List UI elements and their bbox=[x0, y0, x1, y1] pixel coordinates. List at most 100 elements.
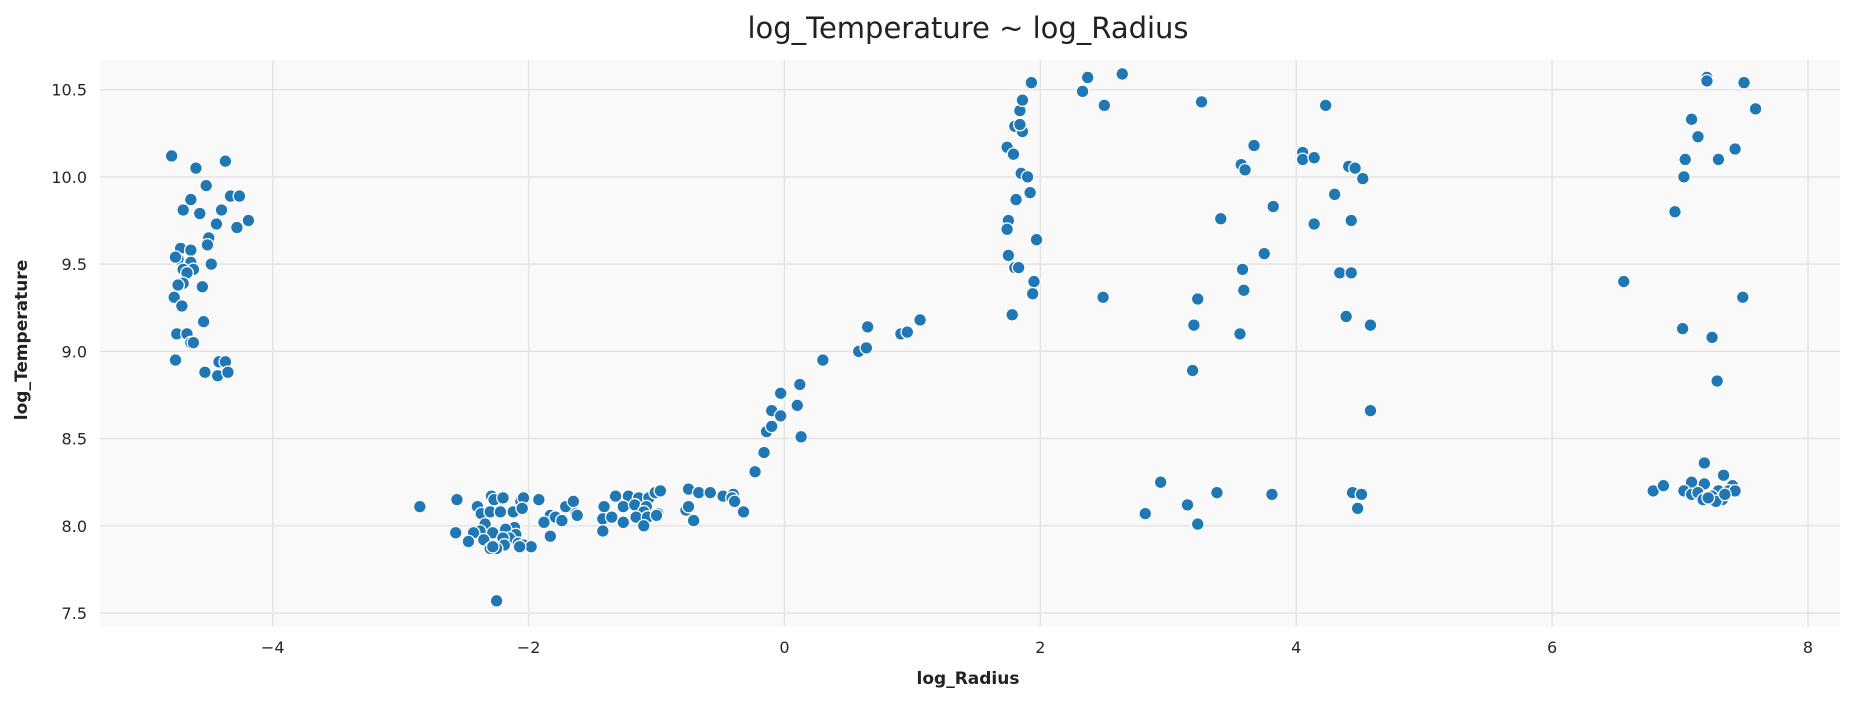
data-point bbox=[197, 365, 212, 380]
x-tick-label: 2 bbox=[1035, 638, 1045, 657]
data-point bbox=[595, 524, 610, 538]
x-tick-label: −4 bbox=[261, 638, 285, 657]
data-point bbox=[1097, 98, 1112, 113]
data-point bbox=[485, 539, 500, 554]
data-point bbox=[1236, 283, 1251, 298]
data-point bbox=[1363, 318, 1378, 333]
data-point bbox=[214, 203, 229, 217]
data-point bbox=[493, 504, 508, 519]
data-point bbox=[1716, 468, 1731, 483]
data-point bbox=[1096, 290, 1111, 305]
data-points bbox=[164, 67, 1763, 608]
y-tick-labels: 7.5 8.0 8.5 9.0 9.5 10.0 10.5 bbox=[51, 81, 87, 623]
data-point bbox=[566, 494, 581, 509]
data-point bbox=[1348, 161, 1363, 176]
data-point bbox=[1295, 152, 1310, 167]
data-point bbox=[653, 483, 668, 498]
data-point bbox=[1257, 246, 1272, 261]
data-point bbox=[1235, 262, 1250, 277]
data-point bbox=[604, 510, 619, 525]
data-point bbox=[496, 490, 510, 505]
data-point bbox=[1344, 213, 1359, 228]
data-point bbox=[167, 290, 182, 305]
data-point bbox=[164, 149, 179, 163]
data-point bbox=[1185, 363, 1200, 378]
x-tick-label: 8 bbox=[1803, 638, 1813, 657]
data-point bbox=[1363, 403, 1378, 418]
data-point bbox=[1318, 98, 1333, 113]
data-point bbox=[1006, 147, 1021, 162]
data-point bbox=[1711, 152, 1726, 167]
data-point bbox=[1339, 309, 1354, 324]
data-point bbox=[1705, 330, 1720, 345]
data-point bbox=[1213, 211, 1228, 226]
data-point bbox=[1009, 192, 1024, 207]
data-point bbox=[232, 189, 247, 204]
data-point bbox=[1138, 506, 1153, 521]
data-point bbox=[461, 534, 476, 549]
data-point bbox=[1190, 517, 1205, 532]
data-point bbox=[1344, 265, 1359, 280]
data-point bbox=[200, 237, 215, 252]
data-point bbox=[773, 386, 788, 401]
data-point bbox=[1190, 292, 1205, 306]
data-point bbox=[1710, 374, 1725, 388]
data-point bbox=[1153, 475, 1168, 490]
data-point bbox=[757, 445, 771, 460]
data-point bbox=[1668, 204, 1682, 219]
data-point bbox=[220, 365, 235, 380]
grid-lines bbox=[100, 60, 1840, 627]
data-point bbox=[1000, 222, 1015, 237]
data-point bbox=[1015, 93, 1030, 108]
data-point bbox=[1676, 169, 1691, 184]
data-point bbox=[186, 335, 201, 350]
data-point bbox=[174, 299, 189, 313]
data-point bbox=[241, 213, 256, 228]
data-point bbox=[1024, 75, 1039, 90]
data-point bbox=[1735, 290, 1750, 305]
data-point bbox=[1233, 326, 1247, 341]
x-tick-label: 0 bbox=[779, 638, 789, 657]
data-point bbox=[792, 377, 807, 392]
data-point bbox=[199, 178, 214, 193]
x-tick-label: 6 bbox=[1547, 638, 1557, 657]
data-point bbox=[691, 485, 706, 500]
data-point bbox=[815, 353, 830, 368]
data-point bbox=[1717, 487, 1732, 502]
data-point bbox=[764, 419, 779, 434]
data-point bbox=[1355, 171, 1370, 186]
data-point bbox=[543, 529, 558, 544]
data-point bbox=[489, 593, 504, 608]
data-point bbox=[1701, 490, 1716, 505]
data-point bbox=[1691, 129, 1705, 144]
data-point bbox=[412, 499, 427, 514]
data-point bbox=[171, 278, 185, 293]
data-point bbox=[448, 525, 463, 540]
y-tick-label: 8.5 bbox=[62, 430, 87, 449]
data-point bbox=[900, 325, 915, 340]
data-point bbox=[554, 513, 569, 528]
data-point bbox=[1001, 248, 1016, 263]
y-tick-label: 8.0 bbox=[62, 517, 87, 536]
data-point bbox=[1678, 152, 1693, 167]
data-point bbox=[1115, 67, 1130, 81]
data-point bbox=[183, 243, 198, 258]
data-point bbox=[192, 206, 207, 221]
y-tick-label: 7.5 bbox=[62, 604, 87, 623]
data-point bbox=[1684, 112, 1699, 127]
data-point bbox=[859, 340, 874, 355]
data-point bbox=[1023, 185, 1038, 200]
data-point bbox=[1027, 274, 1041, 289]
data-point bbox=[748, 464, 763, 479]
data-point bbox=[1080, 70, 1095, 85]
data-point bbox=[736, 504, 751, 519]
data-point bbox=[1011, 260, 1026, 275]
data-point bbox=[1012, 117, 1027, 132]
data-point bbox=[1699, 73, 1714, 88]
data-point bbox=[773, 408, 788, 423]
x-tick-label: 4 bbox=[1291, 638, 1301, 657]
data-point bbox=[183, 192, 198, 207]
data-point bbox=[1307, 150, 1322, 165]
data-point bbox=[1194, 94, 1209, 109]
data-point bbox=[1748, 101, 1763, 116]
